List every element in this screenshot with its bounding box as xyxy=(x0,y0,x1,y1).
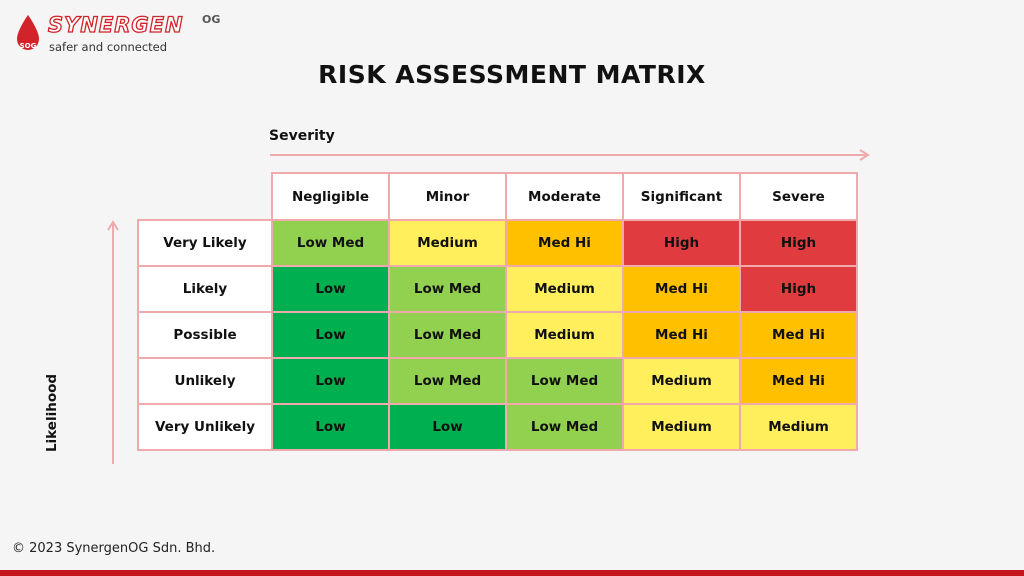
risk-cell: Low xyxy=(271,311,390,359)
copyright-symbol: © xyxy=(12,541,25,556)
risk-matrix-table: Negligible Minor Moderate Significant Se… xyxy=(137,172,858,451)
risk-cell: Low xyxy=(271,357,390,405)
risk-cell: Low Med xyxy=(388,311,507,359)
column-header: Severe xyxy=(739,172,858,221)
risk-cell: High xyxy=(739,219,858,267)
severity-arrow-icon xyxy=(270,149,870,161)
risk-cell: Med Hi xyxy=(739,311,858,359)
matrix-row: Very Likely Low Med Medium Med Hi High H… xyxy=(137,219,858,267)
risk-cell: Low Med xyxy=(505,403,624,451)
risk-cell: High xyxy=(622,219,741,267)
risk-cell: Low xyxy=(271,265,390,313)
risk-cell: Low Med xyxy=(388,357,507,405)
risk-cell: Medium xyxy=(739,403,858,451)
risk-cell: Low xyxy=(271,403,390,451)
risk-cell: Medium xyxy=(622,357,741,405)
risk-cell: Low Med xyxy=(505,357,624,405)
risk-cell: Med Hi xyxy=(739,357,858,405)
row-header: Possible xyxy=(137,311,273,359)
risk-cell: Medium xyxy=(622,403,741,451)
risk-cell: Med Hi xyxy=(622,311,741,359)
risk-cell: Low Med xyxy=(388,265,507,313)
row-header: Very Likely xyxy=(137,219,273,267)
matrix-row: Very Unlikely Low Low Low Med Medium Med… xyxy=(137,403,858,451)
brand-logo: SOG SYNERGEN OG safer and connected xyxy=(14,10,244,60)
likelihood-axis-label: Likelihood xyxy=(44,373,60,453)
risk-cell: Med Hi xyxy=(622,265,741,313)
risk-cell: Low xyxy=(388,403,507,451)
row-header: Unlikely xyxy=(137,357,273,405)
brand-tagline: safer and connected xyxy=(49,40,168,54)
likelihood-arrow-icon xyxy=(107,220,119,464)
copyright-owner: 2023 SynergenOG Sdn. Bhd. xyxy=(29,541,216,556)
copyright-text: © 2023 SynergenOG Sdn. Bhd. xyxy=(12,541,215,556)
column-header: Negligible xyxy=(271,172,390,221)
drop-icon: SOG xyxy=(17,15,39,50)
brand-name: SYNERGEN xyxy=(47,13,184,37)
column-header: Minor xyxy=(388,172,507,221)
matrix-corner xyxy=(138,173,272,220)
matrix-row: Possible Low Low Med Medium Med Hi Med H… xyxy=(137,311,858,359)
matrix-row: Unlikely Low Low Med Low Med Medium Med … xyxy=(137,357,858,405)
brand-suffix: OG xyxy=(202,13,221,26)
matrix-header-row: Negligible Minor Moderate Significant Se… xyxy=(138,172,858,221)
column-header: Significant xyxy=(622,172,741,221)
risk-cell: Medium xyxy=(388,219,507,267)
risk-cell: Low Med xyxy=(271,219,390,267)
risk-cell: Medium xyxy=(505,265,624,313)
severity-axis-label: Severity xyxy=(269,128,335,144)
column-header: Moderate xyxy=(505,172,624,221)
risk-cell: High xyxy=(739,265,858,313)
row-header: Likely xyxy=(137,265,273,313)
row-header: Very Unlikely xyxy=(137,403,273,451)
footer-bar xyxy=(0,570,1024,576)
drop-icon-text: SOG xyxy=(20,42,37,50)
risk-cell: Medium xyxy=(505,311,624,359)
risk-cell: Med Hi xyxy=(505,219,624,267)
matrix-row: Likely Low Low Med Medium Med Hi High xyxy=(137,265,858,313)
page-title: RISK ASSESSMENT MATRIX xyxy=(318,60,706,89)
